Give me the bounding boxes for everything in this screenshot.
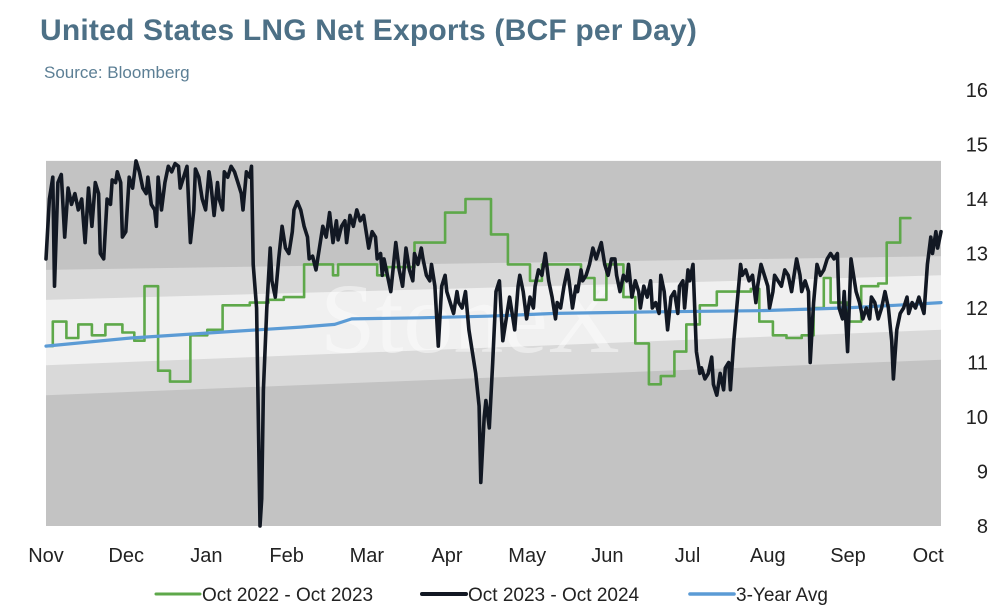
y-tick-label: 16 xyxy=(966,80,988,102)
y-tick-label: 10 xyxy=(966,407,988,429)
x-tick-label: Aug xyxy=(750,545,786,567)
y-tick-label: 11 xyxy=(967,353,988,375)
x-tick-label: Jul xyxy=(675,545,701,567)
chart-title: United States LNG Net Exports (BCF per D… xyxy=(40,14,698,47)
x-tick-label: Feb xyxy=(269,545,303,567)
y-tick-label: 13 xyxy=(966,244,988,266)
y-tick-label: 15 xyxy=(966,135,988,157)
x-tick-label: Dec xyxy=(108,545,144,567)
x-tick-label: Sep xyxy=(830,545,866,567)
series-line-2 xyxy=(44,159,943,528)
x-tick-label: Apr xyxy=(431,545,462,567)
x-tick-label: Jan xyxy=(190,545,222,567)
chart-subtitle: Source: Bloomberg xyxy=(44,63,190,82)
y-tick-label: 9 xyxy=(977,462,988,484)
x-tick-label: May xyxy=(508,545,546,567)
y-tick-label: 12 xyxy=(966,298,988,320)
x-tick-label: Oct xyxy=(913,545,945,567)
x-axis-ticks: Nov Dec Jan Feb Mar Apr May Jun Jul Aug Sep Oct xyxy=(28,545,944,567)
x-tick-label: Jun xyxy=(591,545,623,567)
legend-label: 3-Year Avg xyxy=(736,585,828,606)
series-line-1 xyxy=(44,197,912,386)
y-tick-label: 8 xyxy=(977,516,988,538)
series-lines xyxy=(44,159,943,528)
series-line-3 xyxy=(44,301,943,348)
legend-label: Oct 2022 - Oct 2023 xyxy=(202,585,373,606)
x-tick-label: Mar xyxy=(350,545,385,567)
legend: Oct 2022 - Oct 2023 Oct 2023 - Oct 2024 3-… xyxy=(154,585,828,606)
legend-label: Oct 2023 - Oct 2024 xyxy=(468,585,640,606)
y-tick-label: 14 xyxy=(966,189,988,211)
y-axis-ticks: 8 9 10 11 12 13 14 15 16 xyxy=(966,80,988,538)
x-tick-label: Nov xyxy=(28,545,64,567)
